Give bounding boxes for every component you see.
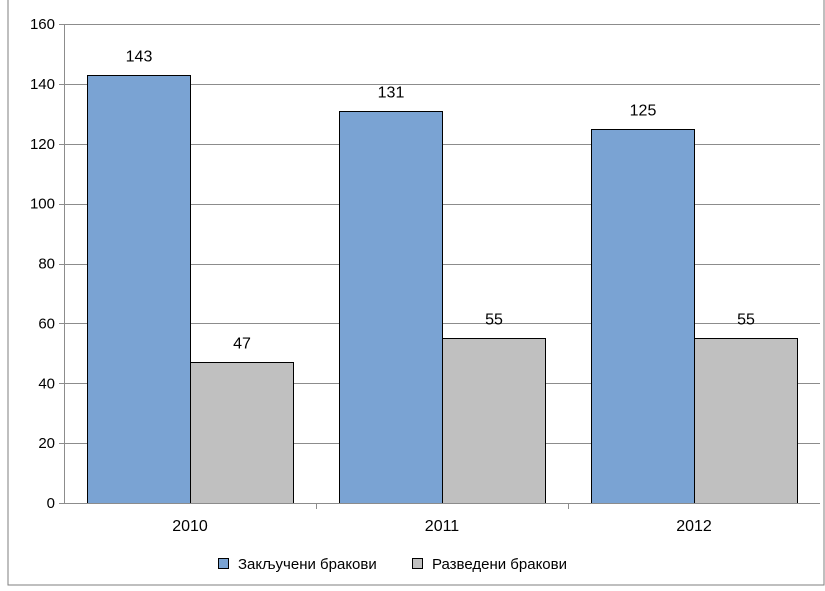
legend: Закључени бракови Разведени бракови [218,556,567,573]
y-tick-label: 40 [38,375,55,392]
bars [87,75,798,504]
y-tick-label: 60 [38,315,55,332]
bar [591,129,695,504]
chart-border [7,0,825,586]
chart-frame [7,0,825,586]
x-tick-label: 2010 [172,518,208,535]
x-tick-label: 2011 [425,518,460,535]
y-tick-label: 0 [47,495,55,512]
bar [339,111,443,504]
y-tick-label: 140 [30,76,55,93]
bar [694,338,798,504]
data-label: 143 [126,49,153,66]
y-tick-label: 120 [30,136,55,153]
bar [442,338,546,504]
data-label: 125 [630,103,657,120]
legend-swatch [218,558,229,569]
y-tick-label: 20 [38,435,55,452]
data-label: 47 [233,336,251,353]
axes: 0 20 40 60 80 100 120 140 160 2010 2011 2012 [30,16,820,535]
bar [190,362,294,504]
x-tick-label: 2012 [676,518,712,535]
y-tick-label: 100 [30,196,55,213]
y-tick-label: 80 [38,256,55,273]
legend-swatch [412,558,423,569]
y-tick-label: 160 [30,16,55,33]
data-label: 131 [378,85,405,102]
data-label: 55 [737,312,755,329]
legend-label: Закључени бракови [238,556,377,573]
legend-label: Разведени бракови [432,556,567,573]
data-label: 55 [485,312,503,329]
bar [87,75,191,504]
data-labels: 143 47 131 55 125 55 [126,49,755,353]
